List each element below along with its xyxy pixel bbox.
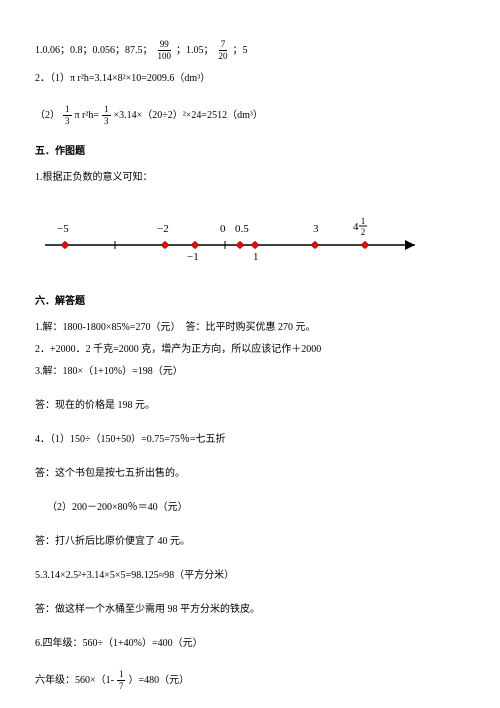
- answer-1: 1.0.06；0.8；0.056；87.5； 99 100 ；1.05； 7 2…: [35, 40, 465, 61]
- number-line-svg: −5−200.53−11412: [35, 200, 435, 270]
- text: 1.0.06；0.8；0.056；87.5；: [35, 43, 153, 59]
- q6-4-1: 4．（1）150÷（150+50）=0.75=75％=七五折: [35, 432, 465, 448]
- q5-1-text: 1.根据正负数的意义可知：: [35, 170, 465, 186]
- text: （2）: [35, 108, 60, 124]
- q6-3-ans: 答：现在的价格是 198 元。: [35, 398, 465, 414]
- answer-2-2: （2） 1 3 π r²h= 1 3 ×3.14×（20÷2）²×24=2512…: [35, 105, 465, 126]
- text: ；5: [233, 43, 248, 59]
- q6-5: 5.3.14×2.5²+3.14×5×5=98.125≈98（平方分米）: [35, 568, 465, 584]
- svg-text:−1: −1: [187, 251, 199, 263]
- fraction: 1 3: [63, 105, 72, 126]
- section-6-title: 六．解答题: [35, 294, 465, 310]
- svg-text:4: 4: [353, 221, 359, 233]
- svg-text:0.5: 0.5: [235, 223, 249, 235]
- fraction: 7 20: [217, 40, 230, 61]
- fraction: 1 7: [117, 670, 126, 691]
- q6-4-1-ans: 答：这个书包是按七五折出售的。: [35, 466, 465, 482]
- q6-2: 2．+2000．2 千克=2000 克，增产为正方向，所以应该记作＋2000: [35, 342, 465, 358]
- q6-6b: 六年级：560×（1- 1 7 ）=480（元）: [35, 670, 465, 691]
- q6-4-2: （2）200－200×80％＝40（元）: [47, 500, 465, 516]
- q6-6a: 6.四年级：560÷（1+40%）=400（元）: [35, 636, 465, 652]
- svg-text:0: 0: [220, 223, 226, 235]
- svg-text:1: 1: [253, 251, 259, 263]
- svg-text:−5: −5: [57, 223, 69, 235]
- text: ）=480（元）: [128, 673, 189, 689]
- fraction: 1 3: [102, 105, 111, 126]
- svg-text:1: 1: [361, 216, 366, 226]
- q6-5-ans: 答：做这样一个水桶至少需用 98 平方分米的铁皮。: [35, 602, 465, 618]
- q6-3: 3.解：180×（1+10%）=198（元）: [35, 364, 465, 380]
- svg-text:3: 3: [313, 223, 319, 235]
- text: 六年级：560×（1-: [35, 673, 114, 689]
- answer-2-1: 2．（1）π r²h=3.14×8²×10=2009.6（dm³）: [35, 71, 465, 87]
- text: π r²h=: [75, 108, 100, 124]
- q6-4-2-ans: 答：打八折后比原价便宜了 40 元。: [35, 534, 465, 550]
- fraction: 99 100: [156, 40, 174, 61]
- text: ；1.05；: [176, 43, 214, 59]
- text: ×3.14×（20÷2）²×24=2512（dm³）: [114, 108, 263, 124]
- q6-1: 1.解：1800-1800×85%=270（元） 答：比平时购买优惠 270 元…: [35, 320, 465, 336]
- svg-text:2: 2: [361, 227, 366, 237]
- svg-text:−2: −2: [157, 223, 169, 235]
- section-5-title: 五．作图题: [35, 144, 465, 160]
- number-line-figure: −5−200.53−11412: [35, 200, 465, 276]
